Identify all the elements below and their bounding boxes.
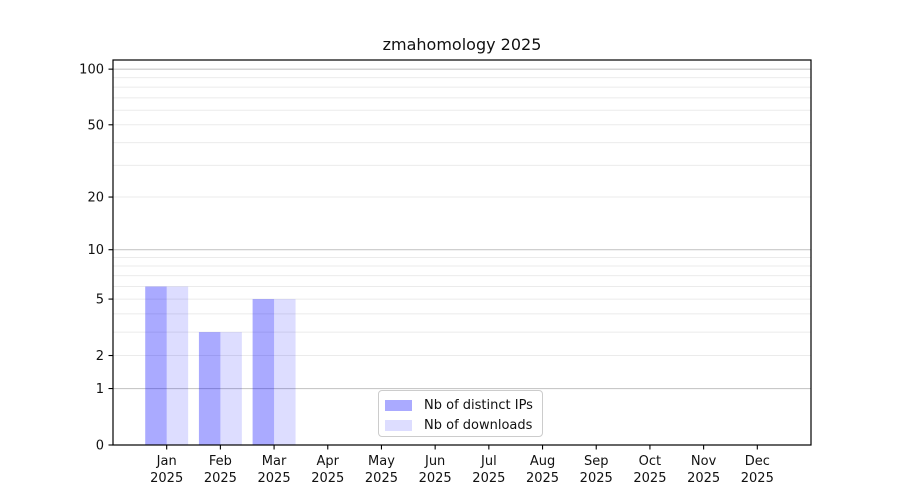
x-tick-label: Jan 2025	[150, 454, 183, 486]
bar-feb-s0	[198, 332, 221, 445]
x-tick-label: Sep 2025	[580, 454, 613, 486]
y-tick-label: 20	[87, 191, 104, 206]
y-tick-label: 0	[96, 439, 104, 454]
x-tick-label: Feb 2025	[204, 454, 237, 486]
x-tick-label: Jun 2025	[419, 454, 452, 486]
legend-label-0: Nb of distinct IPs	[424, 398, 533, 413]
y-tick-label: 1	[96, 382, 104, 397]
x-tick-label: Nov 2025	[687, 454, 720, 486]
bar-feb-s1	[220, 332, 242, 445]
chart-title: zmahomology 2025	[382, 35, 542, 54]
y-tick-label: 100	[79, 63, 104, 78]
legend-entry-distinct-ips: Nb of distinct IPs	[385, 399, 542, 412]
x-tick-label: Dec 2025	[741, 454, 774, 486]
x-tick-label: Apr 2025	[311, 454, 344, 486]
x-tick-label: Jul 2025	[472, 454, 505, 486]
legend-label-1: Nb of downloads	[424, 418, 533, 433]
y-tick-label: 50	[87, 118, 104, 133]
y-tick-label: 2	[96, 349, 104, 364]
x-tick-label: Aug 2025	[526, 454, 559, 486]
bar-mar-s0	[252, 299, 275, 445]
legend-swatch-1	[385, 420, 412, 431]
bar-jan-s0	[145, 286, 167, 445]
x-tick-label: May 2025	[365, 454, 398, 486]
legend-entry-downloads: Nb of downloads	[385, 419, 542, 432]
x-tick-label: Mar 2025	[258, 454, 291, 486]
y-tick-label: 10	[87, 243, 104, 258]
bar-mar-s1	[274, 299, 296, 445]
y-tick-label: 5	[96, 293, 104, 308]
plot-border	[112, 59, 812, 446]
x-tick-label: Oct 2025	[633, 454, 666, 486]
bar-jan-s1	[166, 286, 189, 445]
legend: Nb of distinct IPs Nb of downloads	[378, 390, 543, 437]
legend-swatch-0	[385, 400, 412, 411]
